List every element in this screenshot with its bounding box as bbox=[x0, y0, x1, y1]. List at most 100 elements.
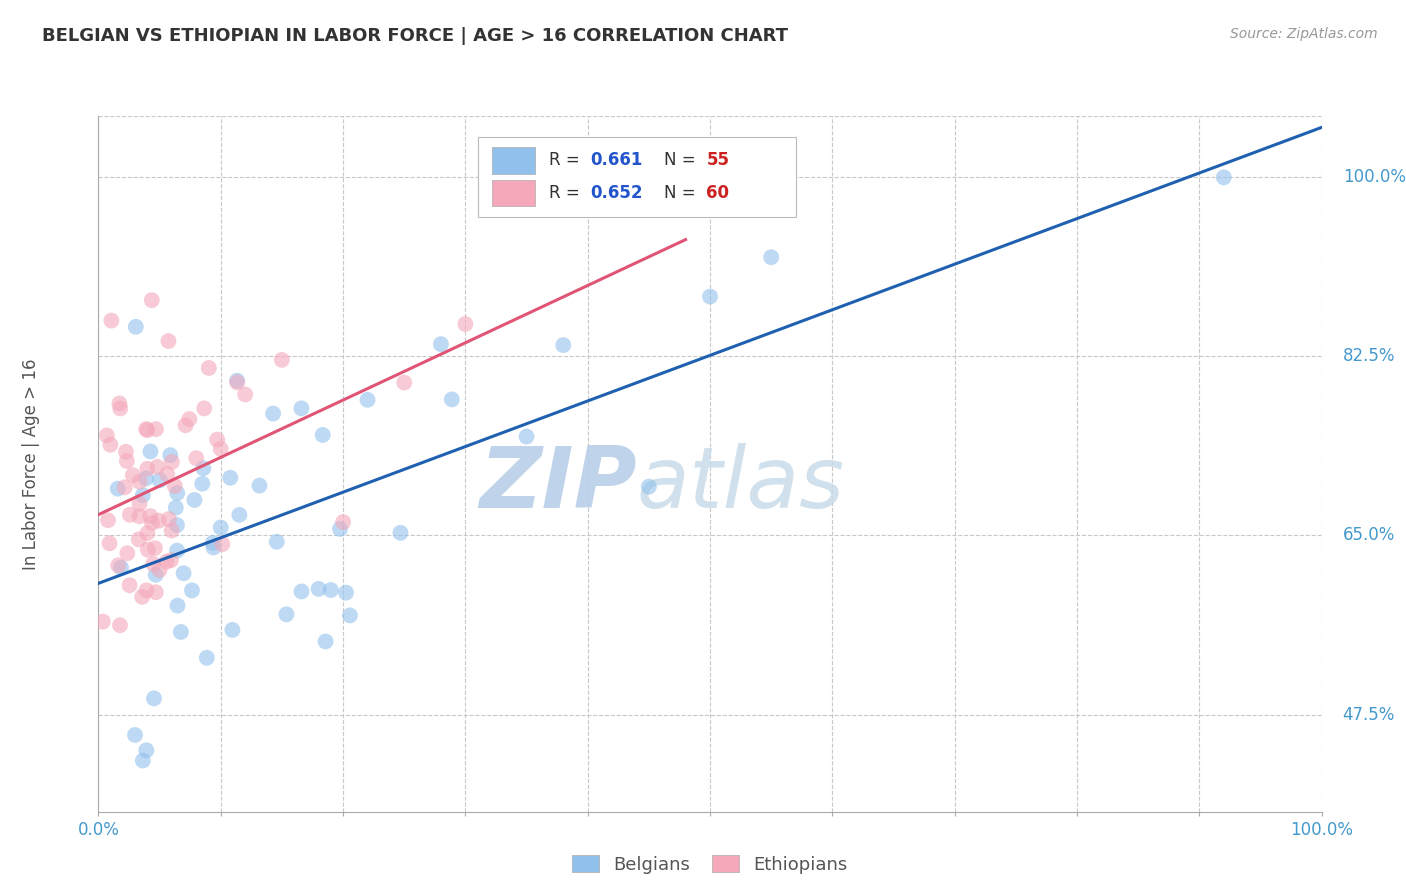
Point bbox=[110, 560, 132, 574]
Point bbox=[96, 428, 118, 442]
Point bbox=[183, 493, 205, 508]
Point bbox=[1212, 170, 1234, 185]
Text: N =: N = bbox=[664, 152, 695, 169]
Point bbox=[221, 623, 243, 637]
Point bbox=[157, 512, 180, 526]
Point bbox=[166, 518, 188, 533]
Point bbox=[128, 509, 150, 524]
Point bbox=[136, 461, 159, 475]
Text: 100.0%: 100.0% bbox=[1343, 169, 1406, 186]
Point bbox=[186, 451, 208, 466]
Legend: Belgians, Ethiopians: Belgians, Ethiopians bbox=[562, 846, 858, 883]
Point bbox=[262, 407, 284, 421]
Text: 47.5%: 47.5% bbox=[1343, 706, 1395, 723]
Point bbox=[100, 438, 122, 452]
Point bbox=[160, 553, 183, 567]
Point bbox=[155, 555, 177, 569]
Point bbox=[128, 475, 150, 489]
Point bbox=[249, 478, 271, 492]
Point bbox=[761, 250, 783, 264]
Point bbox=[193, 401, 215, 416]
Point bbox=[392, 376, 416, 390]
Point bbox=[332, 515, 354, 529]
Point bbox=[356, 392, 378, 407]
Point bbox=[515, 429, 537, 443]
Point bbox=[115, 444, 138, 458]
Point bbox=[174, 418, 197, 433]
Point bbox=[107, 558, 129, 573]
Point bbox=[173, 566, 195, 581]
Point bbox=[135, 422, 157, 436]
Point bbox=[181, 583, 204, 598]
Point bbox=[276, 607, 298, 622]
Point bbox=[454, 317, 477, 331]
Point bbox=[191, 476, 214, 491]
Point bbox=[145, 422, 167, 436]
FancyBboxPatch shape bbox=[492, 180, 536, 206]
Text: ZIP: ZIP bbox=[479, 443, 637, 526]
Point bbox=[91, 615, 114, 629]
Point bbox=[329, 522, 352, 536]
Point bbox=[156, 467, 179, 481]
Point bbox=[135, 743, 157, 757]
Point bbox=[98, 536, 121, 550]
Point bbox=[128, 533, 150, 547]
FancyBboxPatch shape bbox=[478, 136, 796, 217]
Point bbox=[166, 486, 188, 500]
Point bbox=[165, 500, 187, 515]
Point bbox=[125, 319, 148, 334]
Point bbox=[149, 563, 172, 577]
Point bbox=[228, 508, 250, 522]
Point bbox=[142, 557, 165, 571]
Point bbox=[141, 293, 163, 307]
Point bbox=[135, 471, 157, 485]
Point bbox=[266, 534, 288, 549]
Point bbox=[132, 754, 155, 768]
Point bbox=[107, 482, 129, 496]
Text: BELGIAN VS ETHIOPIAN IN LABOR FORCE | AGE > 16 CORRELATION CHART: BELGIAN VS ETHIOPIAN IN LABOR FORCE | AG… bbox=[42, 27, 789, 45]
Point bbox=[163, 479, 186, 493]
FancyBboxPatch shape bbox=[492, 147, 536, 174]
Point bbox=[211, 537, 233, 551]
Point bbox=[121, 468, 143, 483]
Point bbox=[166, 543, 188, 558]
Point bbox=[124, 728, 146, 742]
Point bbox=[145, 567, 167, 582]
Point bbox=[159, 448, 181, 462]
Point bbox=[170, 624, 193, 639]
Point bbox=[100, 313, 122, 327]
Point bbox=[160, 524, 183, 538]
Point bbox=[118, 578, 141, 592]
Point bbox=[430, 337, 453, 351]
Point bbox=[440, 392, 463, 407]
Point bbox=[270, 352, 294, 367]
Point bbox=[637, 480, 661, 494]
Point bbox=[179, 412, 201, 426]
Point bbox=[115, 454, 138, 468]
Text: 0.661: 0.661 bbox=[591, 152, 643, 169]
Point bbox=[308, 582, 330, 596]
Point bbox=[136, 423, 159, 437]
Point bbox=[290, 401, 312, 416]
Point bbox=[143, 541, 166, 555]
Point bbox=[233, 387, 256, 401]
Point bbox=[136, 526, 159, 541]
Point bbox=[553, 338, 575, 352]
Text: 82.5%: 82.5% bbox=[1343, 347, 1395, 366]
Point bbox=[389, 525, 412, 540]
Text: 60: 60 bbox=[706, 184, 730, 202]
Point bbox=[139, 444, 162, 458]
Point bbox=[166, 599, 188, 613]
Point bbox=[160, 455, 183, 469]
Point bbox=[146, 459, 169, 474]
Point bbox=[205, 433, 228, 447]
Point bbox=[319, 582, 342, 597]
Text: R =: R = bbox=[548, 152, 579, 169]
Text: atlas: atlas bbox=[637, 443, 845, 526]
Point bbox=[209, 442, 232, 456]
Point bbox=[290, 584, 312, 599]
Point bbox=[209, 520, 232, 534]
Point bbox=[699, 289, 721, 303]
Point bbox=[195, 650, 218, 665]
Text: Source: ZipAtlas.com: Source: ZipAtlas.com bbox=[1230, 27, 1378, 41]
